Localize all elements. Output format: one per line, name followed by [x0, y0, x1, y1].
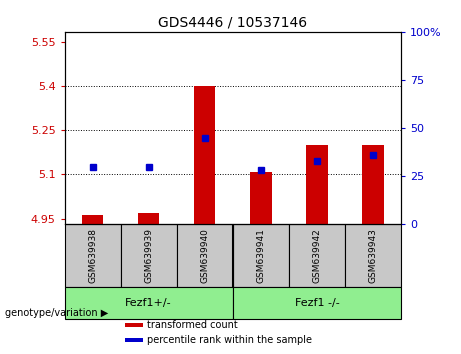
Text: GSM639940: GSM639940	[200, 228, 209, 283]
Text: GSM639942: GSM639942	[313, 229, 321, 283]
Bar	[345, 224, 401, 287]
Bar	[306, 145, 328, 224]
Bar	[233, 287, 401, 319]
Bar	[65, 287, 233, 319]
Bar	[250, 172, 272, 224]
Bar	[82, 215, 103, 224]
Bar	[362, 145, 384, 224]
Bar	[138, 213, 160, 224]
Title: GDS4446 / 10537146: GDS4446 / 10537146	[158, 15, 307, 29]
Bar	[121, 224, 177, 287]
Text: transformed count: transformed count	[148, 320, 238, 330]
Text: GSM639941: GSM639941	[256, 228, 266, 283]
Text: percentile rank within the sample: percentile rank within the sample	[148, 335, 312, 345]
Text: GSM639943: GSM639943	[368, 228, 378, 283]
Text: Fezf1+/-: Fezf1+/-	[125, 298, 172, 308]
Text: genotype/variation ▶: genotype/variation ▶	[5, 308, 108, 318]
Bar	[125, 324, 143, 327]
Text: GSM639939: GSM639939	[144, 228, 153, 284]
Bar	[233, 224, 289, 287]
Bar	[289, 224, 345, 287]
Bar	[65, 224, 121, 287]
Bar	[125, 338, 143, 342]
Bar	[194, 86, 215, 224]
Text: Fezf1 -/-: Fezf1 -/-	[295, 298, 339, 308]
Bar	[177, 224, 233, 287]
Text: GSM639938: GSM639938	[88, 228, 97, 284]
